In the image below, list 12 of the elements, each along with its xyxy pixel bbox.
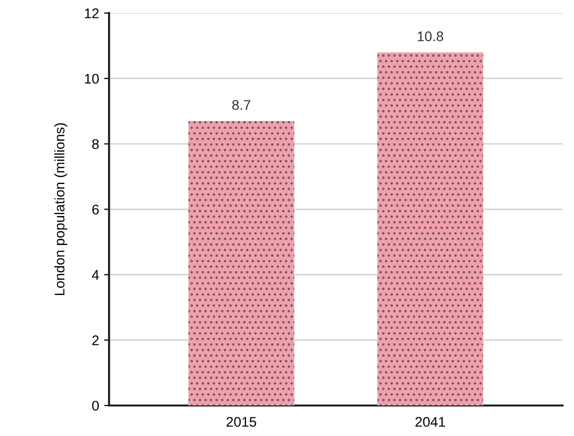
data-label: 10.8 [418, 31, 444, 42]
y-tick-label: 10 [84, 74, 99, 84]
y-tick-label: 12 [84, 8, 99, 18]
x-tick-label: 2015 [226, 416, 256, 427]
x-tick-label: 2041 [416, 416, 446, 427]
y-tick-label: 2 [92, 335, 99, 346]
y-tick-label: 4 [92, 270, 99, 280]
y-tick-label: 6 [92, 204, 99, 214]
y-axis-title: London population (millions) [54, 123, 68, 295]
y-tick-label: 8 [92, 139, 99, 150]
data-label: 8.7 [232, 100, 250, 110]
y-tick-label: 0 [92, 400, 99, 411]
